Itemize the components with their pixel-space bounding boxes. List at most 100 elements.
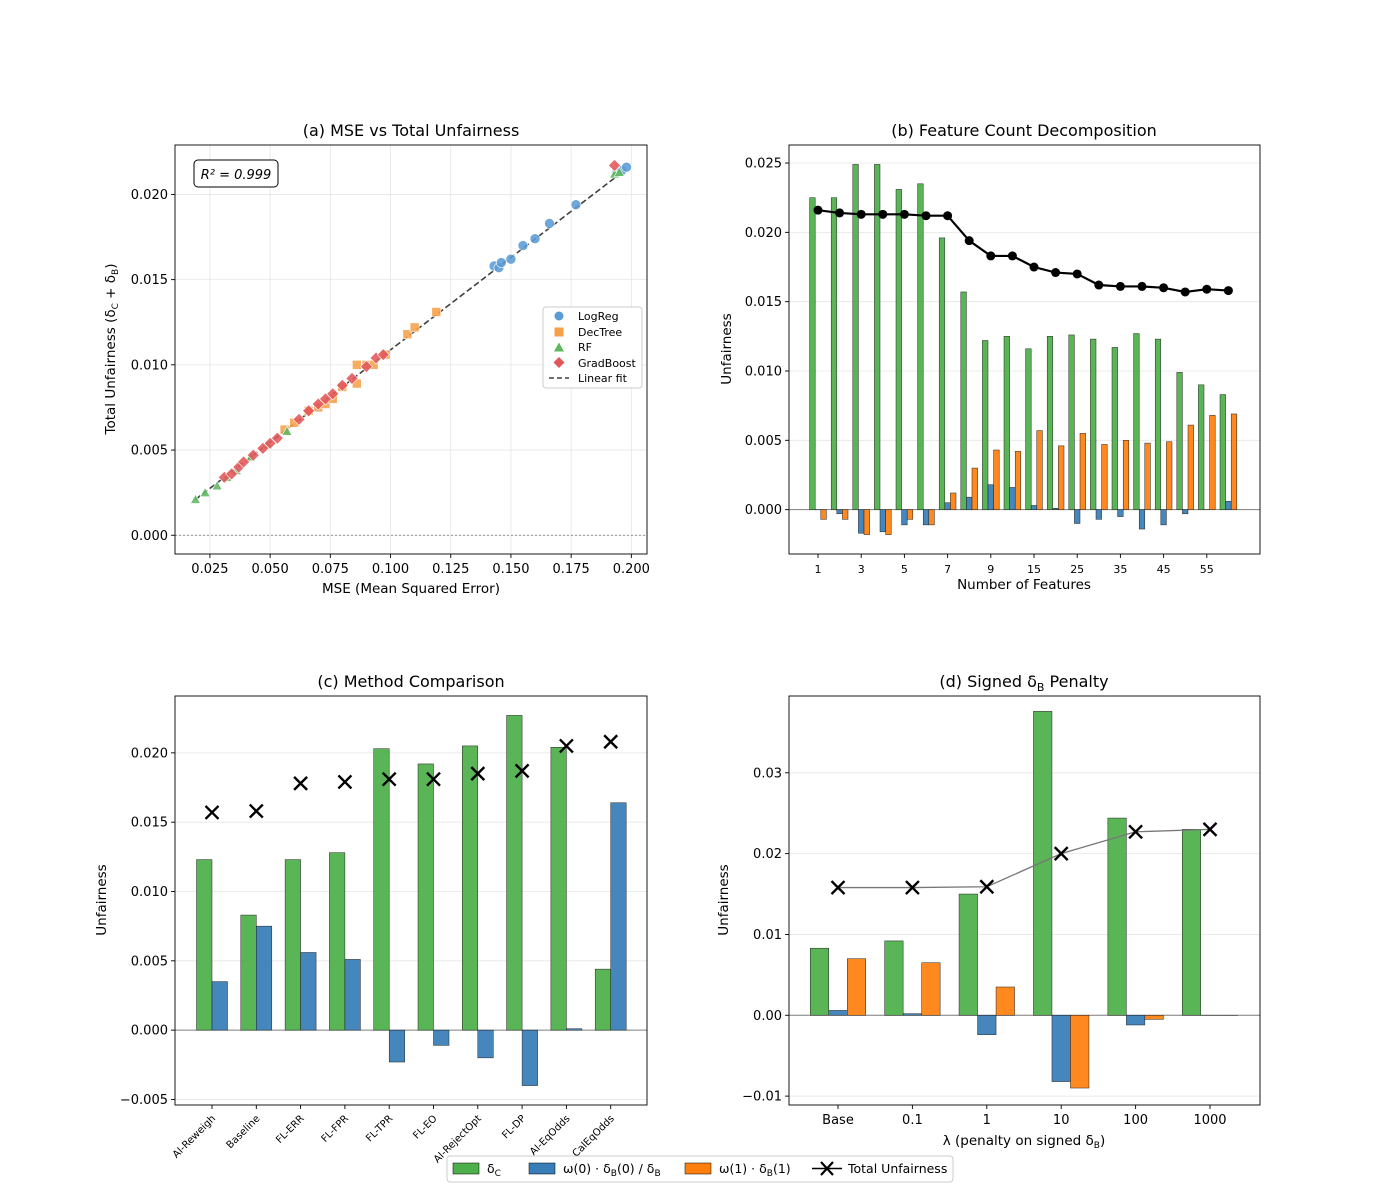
x-tick-label: 0.1 (902, 1113, 923, 1128)
legend-logreg-marker (554, 311, 564, 321)
gradboost-point (292, 412, 306, 426)
bar-0-b-0-b-base (828, 1010, 848, 1016)
total-unfairness-marker (204, 805, 220, 820)
rf-point (211, 480, 223, 491)
bar-0-b-0-b-7 (944, 502, 951, 510)
total-unfairness-point (835, 208, 845, 218)
y-tick-label: 0.02 (753, 847, 782, 862)
total-unfairness-point (964, 236, 974, 246)
y-tick-label: 0.020 (131, 188, 168, 203)
panel-d-xlabel: λ (penalty on signed δB) (943, 1133, 1106, 1151)
gradboost-point (270, 431, 284, 445)
bar-c-9 (982, 340, 989, 510)
total-unfairness-marker (426, 771, 441, 787)
panel-b-title: (b) Feature Count Decomposition (891, 121, 1157, 140)
bar-1-b-1-10 (1014, 451, 1022, 510)
gradboost-point (360, 360, 373, 373)
bar-0-b-0-b-fl-eo (433, 1029, 450, 1046)
bar-1-b-1-3 (863, 509, 870, 535)
bar-c-caleqodds (594, 968, 611, 1031)
legend-total-label: Total Unfairness (847, 1161, 947, 1176)
bar-1-b-1-55 (1209, 415, 1216, 510)
total-unfairness-point (1094, 280, 1104, 290)
bar-c-6 (917, 183, 924, 510)
x-tick-label: 100 (1123, 1113, 1148, 1128)
y-tick-label: 0.015 (745, 295, 782, 310)
bar-0-b-0-b-25 (1074, 509, 1081, 524)
gradboost-point (376, 348, 390, 362)
x-tick-label: 0.200 (613, 562, 650, 577)
gradboost-point (345, 372, 359, 385)
panel-d-ylabel: Unfairness (716, 864, 732, 935)
bar-0-b-0-b-20 (1052, 507, 1059, 510)
legend-omega0-swatch (528, 1162, 556, 1175)
dectree-point (409, 322, 420, 333)
logreg-point (621, 161, 632, 173)
y-tick-label: −0.005 (120, 1093, 168, 1108)
bar-0-b-0-b-9 (987, 484, 994, 510)
figure-legend: δC ω(0) · δB(0) / δB ω(1) · δB(1) Total … (446, 1155, 954, 1183)
total-unfairness-marker (1128, 824, 1143, 840)
bar-1-b-1-9 (993, 449, 1000, 510)
bar-0-b-0-b-35 (1117, 509, 1124, 517)
y-tick-label: 0.00 (753, 1009, 782, 1024)
x-tick-label: 9 (987, 563, 994, 576)
x-tick-label: 55 (1200, 563, 1214, 576)
bar-c-7 (938, 237, 946, 510)
total-unfairness-point (1180, 287, 1190, 297)
legend-rf-label: RF (578, 341, 592, 354)
bar-0-b-0-b-ai-reweigh (211, 981, 228, 1031)
gradboost-point (608, 159, 621, 172)
dectree-point (402, 329, 413, 339)
logreg-point (544, 218, 555, 229)
bar-1-b-1-60 (1230, 413, 1238, 510)
bar-c-ai-eqodds (550, 747, 567, 1031)
svg-text:R² = 0.999: R² = 0.999 (201, 168, 272, 183)
bar-c-base (810, 947, 829, 1016)
bar-c-35 (1111, 347, 1118, 510)
x-tick-label: 0.175 (553, 562, 590, 577)
panel-a-legend: LogReg DecTree RF GradBoost Linear fit (542, 306, 643, 389)
total-unfairness-marker (559, 738, 574, 754)
x-tick-label: 35 (1113, 563, 1127, 576)
bar-0-b-0-b-fl-tpr (388, 1029, 405, 1063)
legend-dectree-marker (554, 327, 564, 337)
legend-dectree-label: DecTree (578, 326, 622, 339)
bar-c-1 (958, 893, 978, 1016)
bar-1-b-1-45 (1166, 441, 1173, 510)
bar-1-b-1-7 (950, 492, 957, 510)
legend-delta-c-swatch (452, 1162, 480, 1175)
x-tick-label: 7 (944, 563, 951, 576)
bar-0-b-0-b-60 (1225, 501, 1232, 510)
bar-1-b-1-1 (820, 509, 827, 520)
total-unfairness-marker (830, 880, 846, 895)
panel-c-title: (c) Method Comparison (317, 672, 504, 691)
x-tick-label: 0.150 (492, 562, 529, 577)
total-unfairness-point (943, 211, 953, 221)
bar-c-5 (895, 189, 902, 510)
gradboost-point (335, 378, 349, 392)
bar-c-50 (1176, 372, 1183, 510)
x-tick-label: 0.025 (191, 562, 228, 577)
bar-1-b-1-40 (1144, 442, 1151, 510)
rf-point (199, 487, 211, 497)
panel-a-ylabel: Total Unfairness (δC + δB) (103, 263, 121, 435)
bar-c-1 (809, 197, 816, 510)
legend-gradboost-marker (553, 357, 565, 368)
bar-0-b-0-b-45 (1160, 509, 1167, 526)
bar-0-b-0-b-baseline (256, 925, 273, 1031)
x-tick-label: 0.075 (312, 562, 349, 577)
bar-c-fl-err (284, 859, 301, 1031)
bar-0-b-0-b-6 (922, 509, 930, 526)
total-unfairness-marker (603, 734, 619, 750)
gradboost-point (246, 448, 260, 462)
total-unfairness-point (1029, 262, 1039, 272)
total-unfairness-marker (381, 771, 397, 787)
bar-c-fl-fpr (329, 852, 346, 1031)
y-tick-label: 0.020 (131, 746, 168, 761)
x-tick-label: 0.050 (252, 562, 289, 577)
total-unfairness-marker (293, 775, 308, 791)
logreg-point (529, 233, 541, 245)
x-tick-label: 45 (1157, 563, 1171, 576)
legend-gradboost-label: GradBoost (578, 357, 637, 370)
